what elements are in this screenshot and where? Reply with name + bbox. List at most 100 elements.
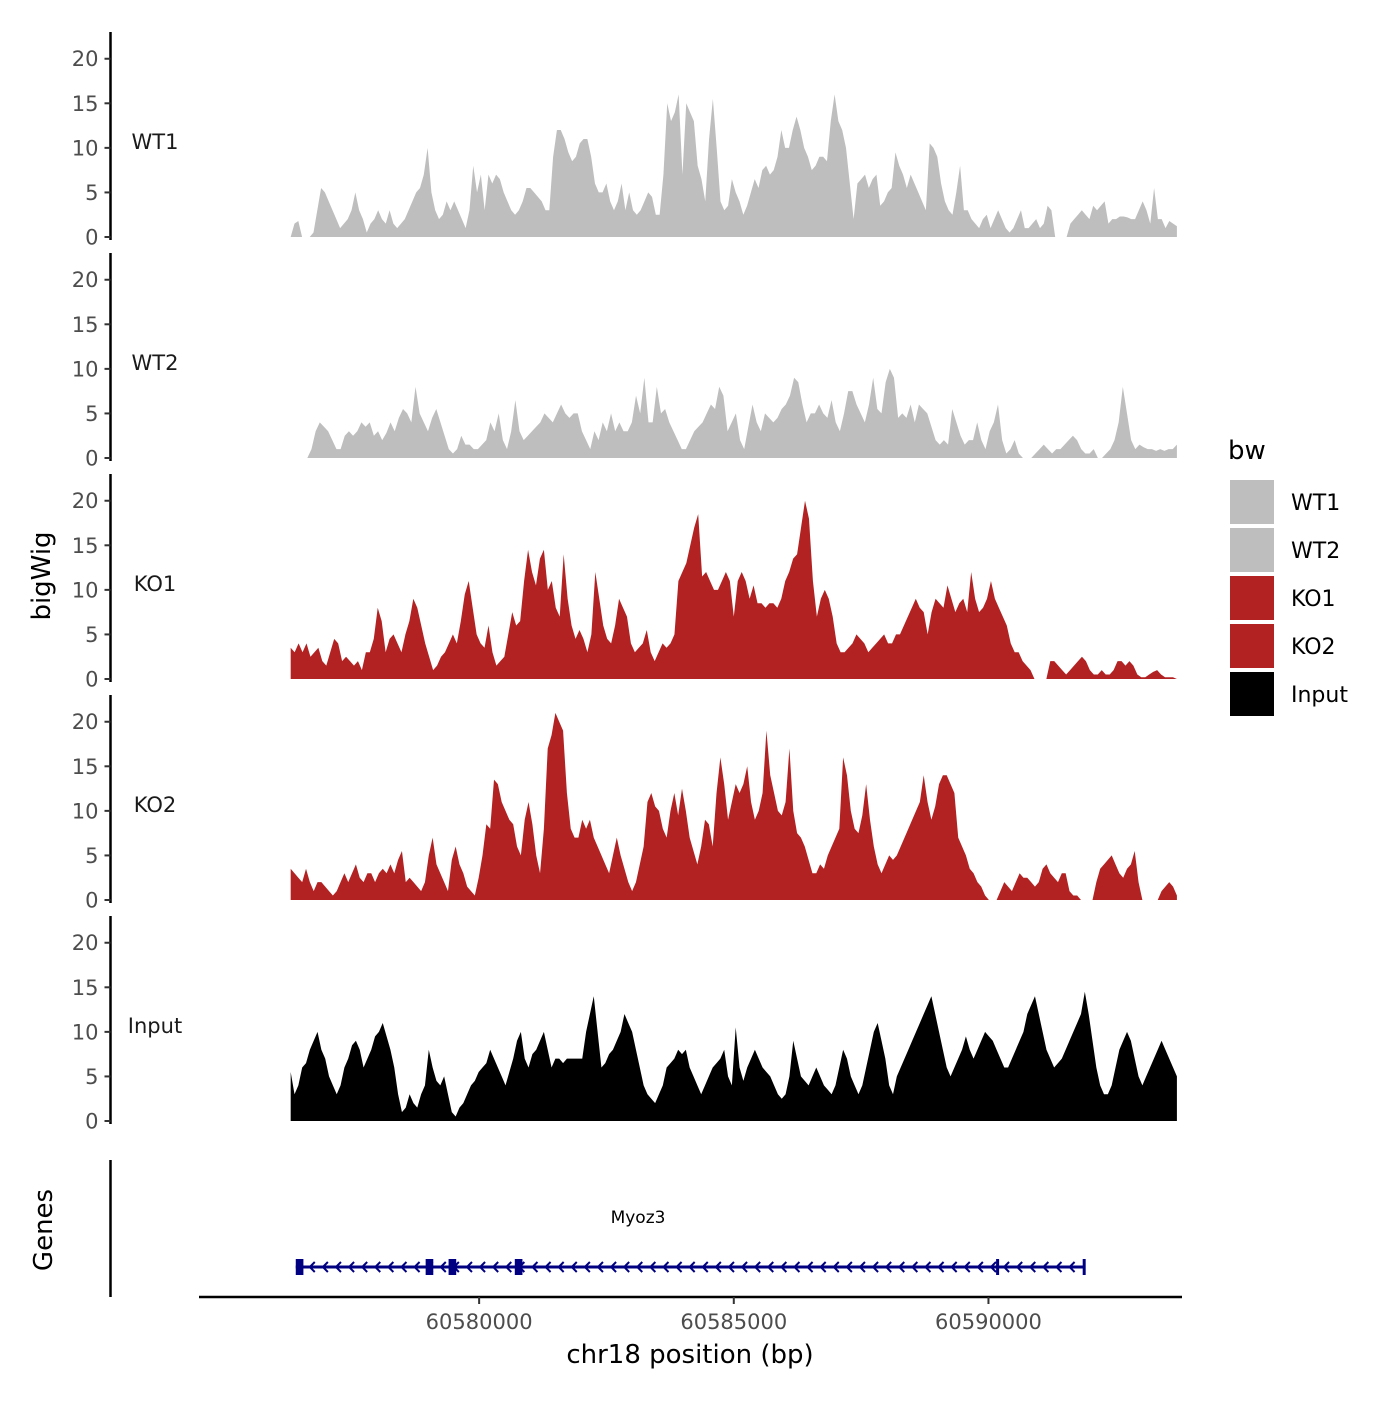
strand-arrow [989, 1261, 997, 1273]
strand-arrow [386, 1261, 395, 1273]
track-label-ko2: KO2 [134, 793, 177, 817]
signal-area-input [290, 991, 1177, 1121]
legend-swatch [1230, 576, 1274, 620]
signal-area-wt1 [290, 94, 1177, 237]
strand-arrow [806, 1261, 814, 1273]
strand-arrow [727, 1261, 735, 1273]
y-tick-label: 0 [85, 889, 98, 913]
track-wt2: 0 5 10 15 20 WT2 [72, 253, 1177, 471]
strand-arrow [1068, 1261, 1076, 1273]
legend-entry-wt2: WT2 [1230, 528, 1340, 572]
y-tick-label: 5 [85, 623, 98, 647]
strand-arrow [557, 1261, 565, 1273]
strand-arrow [373, 1261, 381, 1273]
y-tick-label: 10 [72, 578, 99, 602]
strand-arrow [688, 1261, 696, 1273]
strand-arrow [360, 1261, 368, 1273]
signal-area-ko1 [290, 500, 1177, 679]
legend-entry-wt1: WT1 [1230, 480, 1340, 524]
strand-arrow [675, 1261, 683, 1273]
strand-arrow [766, 1261, 774, 1273]
strand-arrow [1055, 1261, 1063, 1273]
gene-model [295, 1259, 1086, 1275]
strand-arrow [845, 1261, 853, 1273]
signal-tracks: 0 5 10 15 20 WT1 0 5 10 15 20 WT2 0 5 10 15 20 KO1 0 5 10 15 2… [72, 32, 1177, 1134]
track-wt1: 0 5 10 15 20 WT1 [72, 32, 1177, 250]
strand-arrow [308, 1261, 316, 1273]
strand-arrow [714, 1261, 722, 1273]
legend-swatch [1230, 528, 1274, 572]
strand-arrow [570, 1261, 578, 1273]
y-tick-label: 15 [72, 755, 99, 779]
strand-arrow [1015, 1261, 1023, 1273]
strand-arrow [583, 1261, 591, 1273]
legend-entry-ko1: KO1 [1230, 576, 1336, 620]
y-tick-label: 10 [72, 357, 99, 381]
strand-arrow [858, 1261, 866, 1273]
track-label-input: Input [128, 1014, 182, 1038]
strand-arrow [884, 1261, 892, 1273]
strand-arrow [413, 1261, 421, 1273]
legend-swatch [1230, 480, 1274, 524]
gene-exon [295, 1259, 304, 1275]
strand-arrow [609, 1261, 617, 1273]
y-tick-label: 15 [72, 92, 99, 116]
genes-panel-title: Genes [29, 1189, 59, 1271]
y-tick-label: 0 [85, 226, 98, 250]
legend-label: KO1 [1291, 587, 1336, 612]
strand-arrow [740, 1261, 748, 1273]
strand-arrow [871, 1261, 879, 1273]
strand-arrow [465, 1261, 473, 1273]
y-tick-label: 5 [85, 181, 98, 205]
x-axis-ticks: 60580000 60585000 60590000 [426, 1297, 1042, 1334]
y-tick-label: 15 [72, 534, 99, 558]
strand-arrow [910, 1261, 919, 1273]
strand-arrow [400, 1261, 408, 1273]
gene-exon [425, 1259, 434, 1275]
x-tick-label: 60585000 [680, 1310, 787, 1334]
signal-area-ko2 [290, 712, 1177, 900]
gene-exon [996, 1259, 1000, 1275]
y-tick-label: 5 [85, 1065, 98, 1089]
y-axis-title: bigWig [27, 531, 57, 620]
track-input: 0 5 10 15 20 Input [72, 916, 1177, 1134]
strand-arrow [1041, 1261, 1050, 1273]
legend-swatch [1230, 624, 1274, 668]
strand-arrow [1028, 1261, 1036, 1273]
gene-name-label: Myoz3 [611, 1208, 666, 1228]
legend-label: KO2 [1291, 635, 1336, 660]
track-label-ko1: KO1 [134, 572, 177, 596]
strand-arrow [635, 1261, 643, 1273]
strand-arrow [976, 1261, 984, 1273]
strand-arrow [937, 1261, 945, 1273]
strand-arrow [544, 1261, 552, 1273]
y-tick-label: 5 [85, 402, 98, 426]
signal-area-wt2 [290, 368, 1177, 458]
legend-entry-ko2: KO2 [1230, 624, 1336, 668]
x-axis-title: chr18 position (bp) [566, 1340, 813, 1370]
x-tick-label: 60590000 [935, 1310, 1042, 1334]
strand-arrow [491, 1261, 499, 1273]
strand-arrow [478, 1261, 486, 1273]
gene-exon [448, 1259, 457, 1275]
legend-entries: WT1 WT2 KO1 KO2 Input [1230, 480, 1348, 716]
strand-arrow [701, 1261, 709, 1273]
strand-arrow [897, 1261, 905, 1273]
y-tick-label: 20 [72, 268, 99, 292]
strand-arrow [334, 1261, 342, 1273]
gene-exon [514, 1259, 523, 1275]
legend-title: bw [1228, 436, 1266, 466]
y-tick-label: 20 [72, 47, 99, 71]
legend-swatch [1230, 672, 1274, 716]
y-tick-label: 10 [72, 799, 99, 823]
y-tick-label: 20 [72, 931, 99, 955]
y-tick-label: 10 [72, 1020, 99, 1044]
y-tick-label: 0 [85, 1110, 98, 1134]
strand-arrow [622, 1261, 630, 1273]
track-label-wt2: WT2 [132, 351, 179, 375]
legend-label: WT1 [1291, 491, 1340, 516]
strand-arrow [648, 1261, 657, 1273]
y-tick-label: 20 [72, 710, 99, 734]
